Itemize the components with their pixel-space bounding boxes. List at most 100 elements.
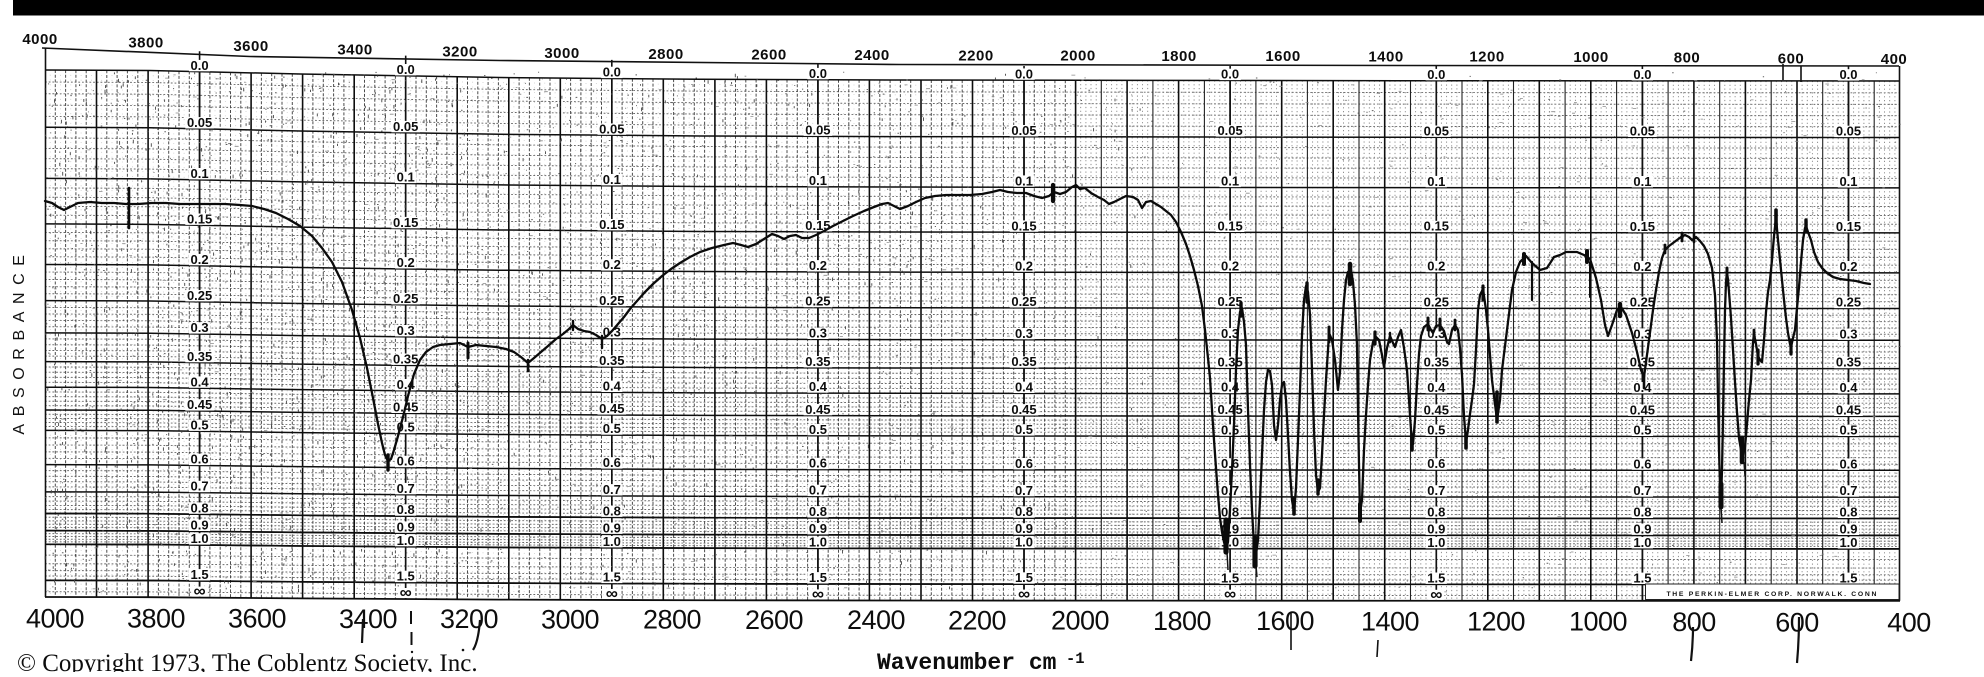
svg-text:0.25: 0.25	[1011, 294, 1036, 309]
svg-text:0.15: 0.15	[1011, 218, 1036, 233]
svg-text:0.9: 0.9	[1633, 521, 1651, 536]
svg-text:1800: 1800	[1153, 606, 1211, 636]
svg-text:0.35: 0.35	[393, 351, 418, 366]
svg-text:3600: 3600	[233, 38, 268, 55]
svg-text:0.9: 0.9	[191, 518, 209, 533]
svg-text:0.8: 0.8	[397, 502, 415, 517]
svg-text:0.1: 0.1	[1015, 173, 1033, 188]
svg-text:1600: 1600	[1265, 48, 1300, 65]
svg-text:0.3: 0.3	[1839, 326, 1857, 341]
svg-text:0.8: 0.8	[603, 503, 621, 518]
svg-text:0.45: 0.45	[1011, 402, 1036, 417]
svg-text:2400: 2400	[854, 47, 889, 64]
svg-text:0.1: 0.1	[1839, 174, 1857, 189]
svg-text:400: 400	[1881, 51, 1908, 68]
svg-text:1200: 1200	[1467, 607, 1525, 637]
svg-text:0.1: 0.1	[809, 173, 827, 188]
svg-text:2600: 2600	[751, 47, 786, 64]
svg-text:0.25: 0.25	[1630, 295, 1655, 310]
svg-text:0.25: 0.25	[599, 293, 624, 308]
svg-text:0.45: 0.45	[1630, 402, 1655, 417]
svg-text:0.45: 0.45	[1424, 402, 1449, 417]
svg-text:0.0: 0.0	[191, 58, 209, 73]
svg-text:ABSORBANCE: ABSORBANCE	[11, 247, 28, 434]
svg-text:0.9: 0.9	[603, 520, 621, 535]
svg-text:1.5: 1.5	[397, 569, 415, 584]
svg-text:0.3: 0.3	[397, 323, 415, 338]
svg-text:1800: 1800	[1161, 48, 1196, 65]
svg-text:0.25: 0.25	[1836, 295, 1861, 310]
svg-text:0.2: 0.2	[1633, 259, 1651, 274]
svg-text:0.6: 0.6	[809, 456, 827, 471]
svg-text:0.4: 0.4	[809, 379, 828, 394]
svg-text:∞: ∞	[400, 583, 412, 602]
svg-text:0.6: 0.6	[1015, 456, 1033, 471]
svg-text:3000: 3000	[544, 45, 579, 62]
svg-text:0.3: 0.3	[191, 320, 209, 335]
svg-text:0.0: 0.0	[809, 66, 827, 81]
svg-text:0.6: 0.6	[1221, 456, 1239, 471]
svg-text:2000: 2000	[1051, 606, 1109, 636]
svg-text:0.8: 0.8	[191, 500, 209, 515]
svg-text:∞: ∞	[1430, 585, 1442, 604]
svg-text:0.8: 0.8	[1015, 504, 1033, 519]
svg-text:0.4: 0.4	[1427, 380, 1446, 395]
svg-text:0.1: 0.1	[1633, 174, 1651, 189]
svg-text:1.0: 1.0	[603, 534, 621, 549]
svg-text:0.3: 0.3	[1015, 326, 1033, 341]
svg-text:0.05: 0.05	[599, 121, 624, 136]
svg-text:1.0: 1.0	[1427, 535, 1445, 550]
svg-text:2000: 2000	[1060, 48, 1095, 65]
svg-text:0.25: 0.25	[187, 288, 212, 303]
svg-text:0.3: 0.3	[809, 326, 827, 341]
svg-text:0.7: 0.7	[1015, 483, 1033, 498]
svg-text:0.2: 0.2	[1015, 258, 1033, 273]
svg-text:0.1: 0.1	[397, 170, 415, 185]
svg-text:0.35: 0.35	[187, 349, 212, 364]
svg-text:3400: 3400	[337, 42, 372, 59]
svg-text:1.0: 1.0	[1839, 535, 1857, 550]
svg-text:0.3: 0.3	[1633, 326, 1651, 341]
svg-text:2400: 2400	[847, 605, 905, 635]
svg-text:0.0: 0.0	[397, 62, 415, 77]
svg-text:0.9: 0.9	[397, 519, 415, 534]
svg-text:∞: ∞	[1018, 585, 1030, 604]
svg-text:1.5: 1.5	[1839, 571, 1857, 586]
svg-text:0.7: 0.7	[809, 483, 827, 498]
svg-text:1.0: 1.0	[191, 531, 209, 546]
svg-text:1.0: 1.0	[809, 534, 827, 549]
svg-text:1.5: 1.5	[1427, 570, 1445, 585]
svg-text:3800: 3800	[128, 35, 163, 52]
svg-text:1.0: 1.0	[1633, 535, 1651, 550]
svg-text:0.2: 0.2	[1839, 259, 1857, 274]
svg-text:0.1: 0.1	[1427, 174, 1445, 189]
svg-text:0.5: 0.5	[1839, 423, 1857, 438]
svg-text:1600: 1600	[1256, 606, 1314, 636]
svg-text:0.45: 0.45	[599, 401, 624, 416]
svg-text:0.6: 0.6	[397, 454, 415, 469]
svg-text:1.5: 1.5	[1015, 570, 1033, 585]
svg-text:1.0: 1.0	[397, 533, 415, 548]
svg-text:0.15: 0.15	[599, 217, 624, 232]
svg-text:0.5: 0.5	[1221, 422, 1239, 437]
svg-text:0.5: 0.5	[1633, 423, 1651, 438]
svg-text:3000: 3000	[541, 605, 599, 635]
svg-text:0.45: 0.45	[805, 402, 830, 417]
svg-text:1.5: 1.5	[1633, 571, 1651, 586]
svg-text:3200: 3200	[442, 44, 477, 61]
svg-text:0.0: 0.0	[1839, 67, 1857, 82]
svg-text:0.05: 0.05	[1217, 123, 1242, 138]
svg-text:0.6: 0.6	[1839, 456, 1857, 471]
svg-text:0.35: 0.35	[1424, 355, 1449, 370]
svg-text:0.35: 0.35	[805, 354, 830, 369]
svg-text:1000: 1000	[1569, 607, 1627, 637]
svg-text:2600: 2600	[745, 605, 803, 635]
svg-text:0.6: 0.6	[1427, 456, 1445, 471]
svg-text:0.05: 0.05	[805, 122, 830, 137]
svg-text:0.05: 0.05	[1424, 123, 1449, 138]
svg-text:0.05: 0.05	[187, 115, 212, 130]
svg-text:1400: 1400	[1368, 49, 1403, 66]
svg-text:0.4: 0.4	[1839, 380, 1858, 395]
svg-text:0.0: 0.0	[1221, 67, 1239, 82]
svg-text:0.15: 0.15	[1836, 219, 1861, 234]
